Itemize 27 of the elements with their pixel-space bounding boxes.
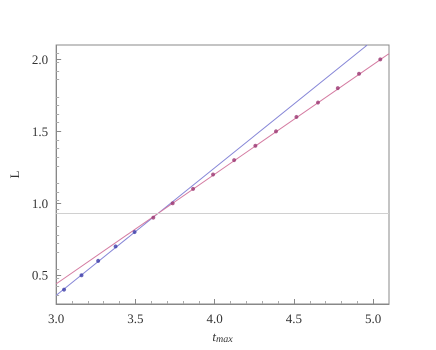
point xyxy=(170,201,175,206)
point xyxy=(62,288,66,292)
point xyxy=(232,158,236,162)
point xyxy=(211,172,216,176)
point xyxy=(378,57,382,62)
point xyxy=(114,244,118,248)
point xyxy=(80,273,84,278)
point xyxy=(357,72,362,76)
x-tick-label: 3.0 xyxy=(48,311,64,326)
point xyxy=(294,114,298,119)
y-axis-title: L xyxy=(7,170,22,178)
point xyxy=(274,129,278,134)
x-tick-label: 3.5 xyxy=(127,311,144,326)
x-tick-label: 4.5 xyxy=(286,311,302,326)
y-tick-label: 2.0 xyxy=(32,52,48,67)
point xyxy=(191,186,196,191)
point xyxy=(336,86,340,90)
x-tick-label: 5.0 xyxy=(365,311,382,326)
y-tick-label: 1.5 xyxy=(32,124,48,139)
point xyxy=(253,144,258,148)
point xyxy=(316,100,320,105)
y-tick-label: 0.5 xyxy=(32,268,48,283)
point xyxy=(151,216,156,220)
point xyxy=(132,230,137,234)
y-tick-label: 1.0 xyxy=(32,196,48,211)
point xyxy=(96,258,100,263)
x-tick-label: 4.0 xyxy=(206,311,223,326)
